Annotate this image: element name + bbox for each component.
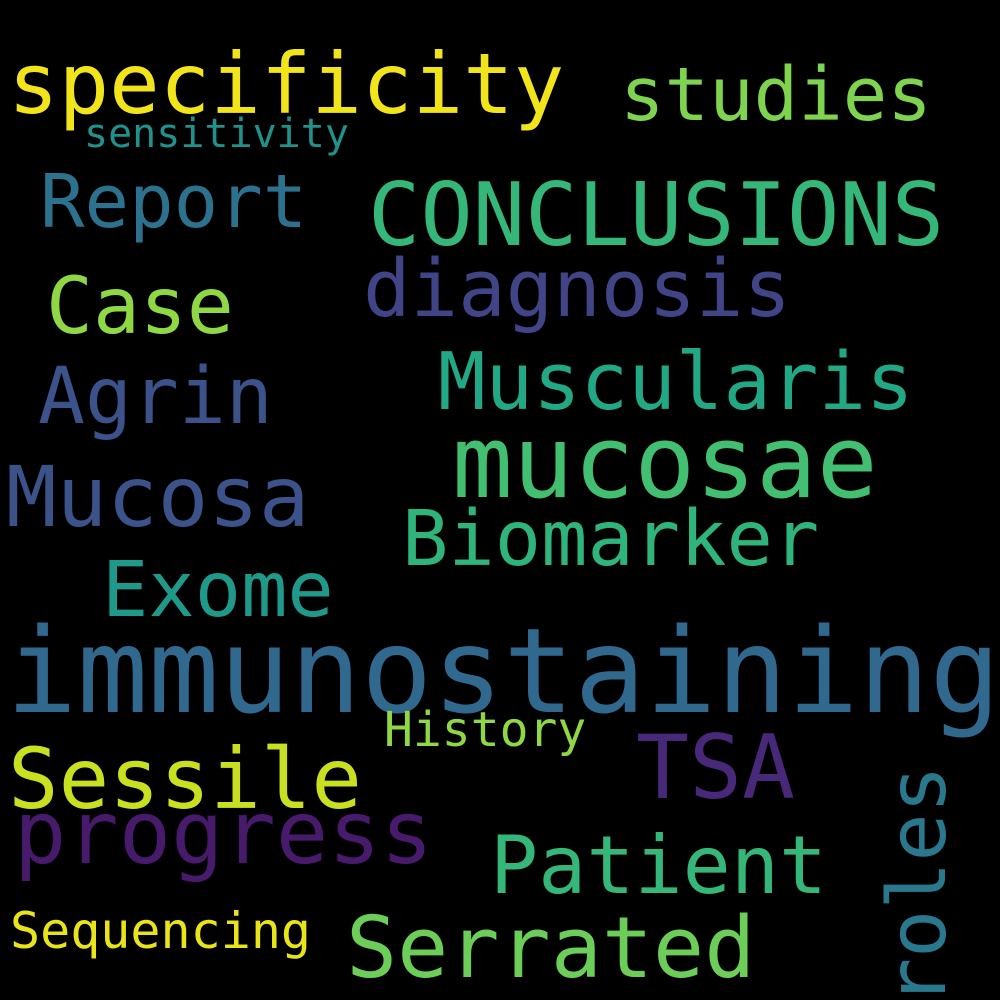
word-sessile: Sessile: [8, 730, 363, 828]
word-progress: progress: [14, 782, 434, 884]
word-muscularis: Muscularis: [438, 336, 914, 428]
word-mucosae: mucosae: [452, 403, 878, 521]
word-diagnosis: diagnosis: [363, 243, 792, 335]
word-exome: Exome: [102, 546, 334, 635]
word-tsa: TSA: [636, 716, 795, 819]
word-history: History: [384, 702, 587, 758]
word-specificity: specificity: [8, 35, 565, 133]
word-patient: Patient: [490, 819, 828, 912]
word-case: Case: [46, 262, 234, 352]
word-sensitivity: sensitivity: [84, 111, 349, 157]
word-studies: studies: [620, 52, 932, 138]
word-roles: roles: [871, 765, 964, 1000]
word-serrated: Serrated: [346, 899, 756, 998]
word-biomarker: Biomarker: [402, 495, 820, 584]
word-report: Report: [40, 159, 308, 245]
word-mucosa: Mucosa: [6, 448, 310, 546]
word-sequencing: Sequencing: [10, 902, 312, 960]
word-immunostaining: immunostaining: [6, 602, 1000, 740]
word-agrin: Agrin: [38, 352, 273, 442]
word-conclusions: CONCLUSIONS: [368, 164, 945, 266]
